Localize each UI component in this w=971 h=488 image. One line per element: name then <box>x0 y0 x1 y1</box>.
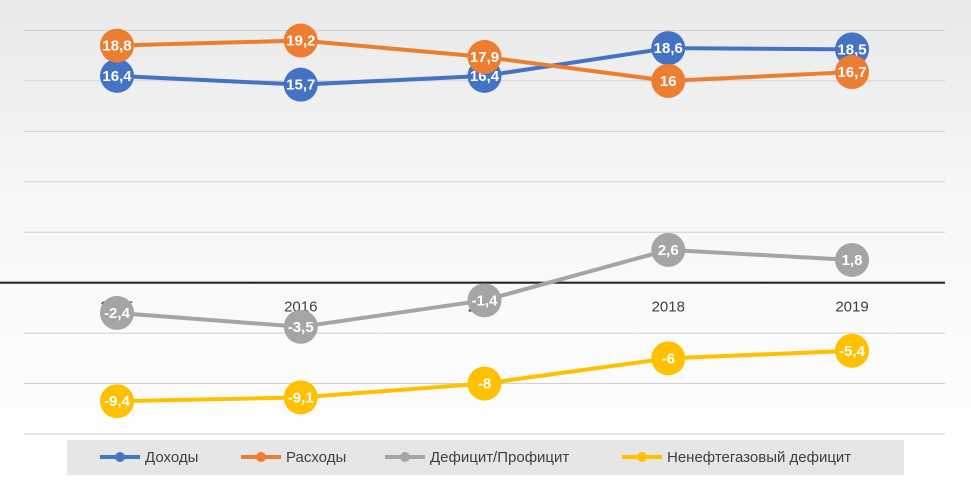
data-point-1 <box>100 28 134 63</box>
legend-box <box>67 440 904 475</box>
data-label: 18,8 <box>102 38 131 55</box>
data-label: -3,5 <box>288 319 314 336</box>
x-tick-label: 2018 <box>652 299 685 316</box>
data-point-0 <box>651 31 686 66</box>
data-label: 17,9 <box>470 49 499 66</box>
data-point-3 <box>835 333 869 368</box>
data-label: 18,6 <box>654 40 683 57</box>
data-point-1 <box>651 63 686 98</box>
data-point-2 <box>835 242 869 277</box>
data-label: 19,2 <box>286 33 315 50</box>
data-label: -1,4 <box>472 292 499 309</box>
legend-marker <box>256 452 266 462</box>
legend-marker <box>115 452 125 462</box>
data-label: 18,5 <box>837 41 866 58</box>
legend-item: Расходы <box>241 449 346 466</box>
data-label: 16,7 <box>837 64 866 81</box>
legend-item: Доходы <box>100 449 198 466</box>
data-label: 16,4 <box>102 68 132 85</box>
data-point-3 <box>100 384 134 419</box>
data-point-1 <box>283 23 318 58</box>
data-point-1 <box>835 55 869 90</box>
data-point-0 <box>283 67 318 102</box>
x-tick-label: 2019 <box>835 299 868 316</box>
legend-label: Ненефтегазовый дефицит <box>667 449 851 466</box>
legend-item: Ненефтегазовый дефицит <box>622 449 851 466</box>
data-point-3 <box>467 366 502 401</box>
data-label: 15,7 <box>286 77 315 94</box>
data-label: 16 <box>660 73 677 90</box>
legend-item: Дефицит/Профицит <box>385 449 569 466</box>
legend-marker <box>637 452 647 462</box>
data-label: -9,1 <box>288 389 314 406</box>
legend-label: Дефицит/Профицит <box>430 449 569 466</box>
data-label: 1,8 <box>842 252 863 269</box>
data-point-3 <box>651 341 686 376</box>
data-point-2 <box>651 232 686 267</box>
data-label: -5,4 <box>839 343 866 360</box>
x-tick-label: 2016 <box>284 299 317 316</box>
legend-marker <box>400 452 410 462</box>
legend-label: Доходы <box>145 449 198 466</box>
data-point-3 <box>283 380 318 415</box>
data-label: -8 <box>478 376 491 393</box>
data-point-2 <box>467 283 502 318</box>
data-point-2 <box>100 295 134 330</box>
data-label: -6 <box>662 350 675 367</box>
data-label: -9,4 <box>104 393 131 410</box>
data-label: -2,4 <box>104 305 131 322</box>
legend-label: Расходы <box>286 449 346 466</box>
data-label: 2,6 <box>658 242 679 259</box>
data-point-2 <box>283 309 318 344</box>
data-point-0 <box>100 58 134 93</box>
data-point-1 <box>467 39 502 74</box>
